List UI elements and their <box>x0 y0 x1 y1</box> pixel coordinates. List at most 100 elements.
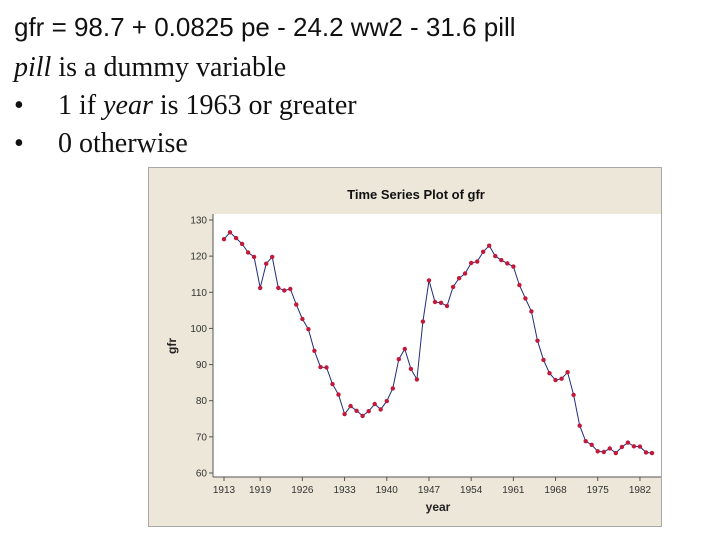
data-point <box>444 303 450 309</box>
x-tick-label: 1961 <box>502 485 525 496</box>
dummy-variable-name: pill <box>14 52 52 83</box>
data-point <box>631 444 637 449</box>
y-tick-label: 130 <box>190 216 207 227</box>
data-point <box>264 261 269 266</box>
data-point <box>366 409 371 414</box>
data-point <box>487 243 492 248</box>
data-point <box>499 257 504 263</box>
data-point <box>330 381 335 387</box>
y-tick-label: 60 <box>196 469 208 480</box>
y-tick-label: 70 <box>196 432 208 443</box>
data-point <box>450 284 456 290</box>
bullet-symbol: • <box>14 128 24 159</box>
data-point <box>306 327 311 332</box>
data-point <box>294 302 299 307</box>
chart-frame: Time Series Plot of gfr 60 70 80 90 100 110 12… <box>148 167 662 527</box>
data-point <box>438 300 444 305</box>
data-point <box>607 446 612 451</box>
y-axis-label: gfr <box>165 338 179 354</box>
data-point <box>553 377 558 383</box>
bullet-1-prefix: 1 if <box>58 90 104 121</box>
data-point <box>511 264 516 269</box>
data-point <box>408 366 414 372</box>
x-tick-label: 1975 <box>587 485 610 496</box>
data-point <box>649 450 655 456</box>
data-point <box>462 271 468 276</box>
series-line <box>223 231 653 454</box>
data-point <box>505 261 510 266</box>
data-point <box>637 444 643 449</box>
bullet-item-2: • 0 otherwise <box>14 128 188 160</box>
data-point <box>372 401 377 407</box>
data-point <box>577 423 582 428</box>
data-point <box>426 278 432 283</box>
series-gfr <box>221 230 655 456</box>
data-point <box>625 440 631 445</box>
data-point <box>245 250 251 255</box>
data-point <box>354 408 359 413</box>
x-tick-label: 1982 <box>629 485 652 496</box>
data-point <box>613 450 618 456</box>
data-point <box>251 254 257 260</box>
data-point <box>529 309 534 314</box>
data-point <box>619 444 625 450</box>
x-tick-label: 1926 <box>291 485 314 496</box>
x-axis-label: year <box>426 500 451 514</box>
data-point <box>312 348 317 353</box>
data-point <box>348 403 353 409</box>
data-point <box>583 439 588 444</box>
data-point <box>378 407 383 412</box>
bullet-2-text: 0 otherwise <box>58 128 188 159</box>
data-point <box>342 411 347 417</box>
dummy-variable-line: pill is a dummy variable <box>14 52 286 84</box>
data-point <box>384 398 389 404</box>
x-tick-label: 1933 <box>333 485 356 496</box>
bullet-symbol: • <box>14 90 24 121</box>
data-point <box>402 346 407 352</box>
data-point <box>493 253 498 259</box>
bullet-1-var: year <box>103 90 153 121</box>
data-point <box>221 237 227 242</box>
data-point <box>414 377 420 382</box>
data-point <box>475 259 480 264</box>
x-tick-label: 1947 <box>418 485 441 496</box>
data-point <box>288 286 293 292</box>
chart-title: Time Series Plot of gfr <box>347 187 485 202</box>
regression-equation: gfr = 98.7 + 0.0825 pe - 24.2 ww2 - 31.6… <box>14 12 516 42</box>
axes: 60 70 80 90 100 110 120 130 1913 1919 1926 1933 1940… <box>190 214 661 496</box>
y-tick-label: 120 <box>190 252 207 263</box>
y-tick-label: 100 <box>190 324 207 335</box>
bullet-item-1: • 1 if year is 1963 or greater <box>14 90 357 122</box>
data-point <box>589 442 594 447</box>
data-point <box>233 235 239 241</box>
x-tick-label: 1940 <box>376 485 399 496</box>
data-point <box>227 230 233 235</box>
data-point <box>517 282 522 288</box>
data-point <box>481 249 486 254</box>
data-point <box>559 376 564 381</box>
data-point <box>258 285 263 291</box>
data-point <box>324 365 329 370</box>
data-point <box>420 319 426 324</box>
data-point <box>318 364 323 370</box>
y-tick-label: 110 <box>191 288 207 299</box>
data-point <box>336 392 341 397</box>
data-point <box>535 338 540 343</box>
x-tick-label: 1954 <box>460 485 483 496</box>
data-point <box>396 357 401 362</box>
data-point <box>469 260 474 266</box>
data-point <box>643 450 649 455</box>
x-tick-label: 1968 <box>544 485 567 496</box>
data-point <box>390 386 395 391</box>
data-point <box>270 254 275 260</box>
data-point <box>456 276 462 281</box>
data-point <box>541 357 546 363</box>
x-tick-label: 1913 <box>213 485 236 496</box>
data-point <box>300 316 305 322</box>
bullet-1-suffix: is 1963 or greater <box>152 90 357 121</box>
x-tick-label: 1919 <box>249 485 272 496</box>
data-point <box>571 392 576 398</box>
data-point <box>282 288 287 293</box>
data-point <box>239 241 245 247</box>
plot-area <box>213 214 661 477</box>
